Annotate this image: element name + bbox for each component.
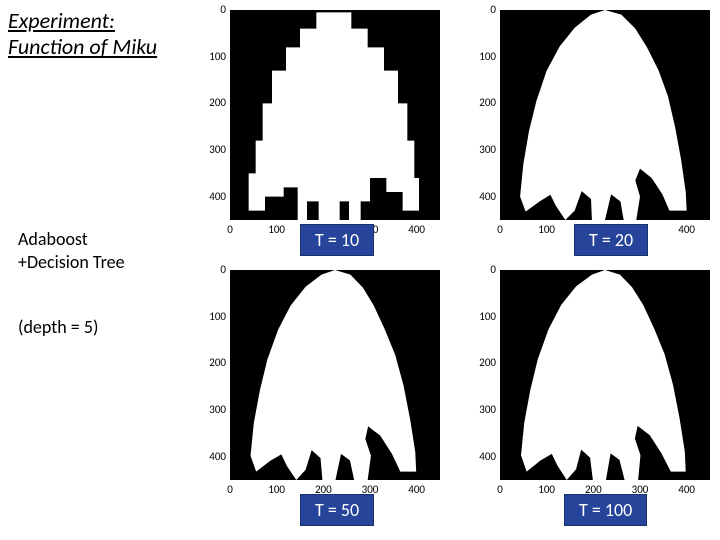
plot-area (230, 10, 440, 220)
silhouette-shape (251, 270, 417, 480)
ytick-label: 0 (460, 3, 496, 16)
algo-line1: Adaboost (18, 228, 88, 250)
ytick-label: 200 (190, 356, 226, 369)
ytick-label: 100 (190, 310, 226, 323)
ytick-label: 0 (190, 263, 226, 276)
chart-panel-br: 01002003004000100200300400 (460, 260, 720, 515)
t-label-badge: T = 20 (574, 224, 648, 256)
algorithm-label: Adaboost +Decision Tree (18, 228, 125, 275)
ytick-label: 300 (460, 403, 496, 416)
chart-panel-tl: 01002003004000100200300400 (190, 0, 450, 255)
ytick-label: 100 (190, 50, 226, 63)
chart-panel-bl: 01002003004000100200300400 (190, 260, 450, 515)
ytick-label: 300 (190, 403, 226, 416)
ytick-label: 100 (460, 50, 496, 63)
xtick-label: 100 (535, 483, 559, 496)
ytick-label: 200 (460, 356, 496, 369)
ytick-label: 0 (190, 3, 226, 16)
t-label-badge: T = 10 (300, 224, 374, 256)
title-line2: Function of Miku (8, 33, 157, 60)
plot-area (500, 270, 710, 480)
algo-line2: +Decision Tree (18, 251, 125, 273)
xtick-label: 0 (218, 483, 242, 496)
xtick-label: 400 (675, 223, 699, 236)
silhouette-shape (521, 270, 686, 480)
xtick-label: 400 (675, 483, 699, 496)
ytick-label: 400 (190, 190, 226, 203)
xtick-label: 0 (218, 223, 242, 236)
silhouette-shape (520, 10, 687, 220)
title-line1: Experiment: (8, 7, 115, 34)
ytick-label: 400 (460, 450, 496, 463)
xtick-label: 100 (535, 223, 559, 236)
ytick-label: 400 (190, 450, 226, 463)
ytick-label: 100 (460, 310, 496, 323)
ytick-label: 300 (460, 143, 496, 156)
ytick-label: 400 (460, 190, 496, 203)
xtick-label: 100 (265, 223, 289, 236)
ytick-label: 0 (460, 263, 496, 276)
ytick-label: 200 (460, 96, 496, 109)
xtick-label: 0 (488, 223, 512, 236)
xtick-label: 0 (488, 483, 512, 496)
t-label-badge: T = 50 (300, 494, 374, 526)
t-label-badge: T = 100 (564, 494, 647, 526)
xtick-label: 400 (405, 483, 429, 496)
xtick-label: 100 (265, 483, 289, 496)
chart-panel-tr: 01002003004000100200300400 (460, 0, 720, 255)
plot-area (500, 10, 710, 220)
xtick-label: 400 (405, 223, 429, 236)
slide-title: Experiment: Function of Miku (8, 8, 157, 61)
depth-label: (depth = 5) (18, 316, 98, 338)
plot-area (230, 270, 440, 480)
ytick-label: 300 (190, 143, 226, 156)
silhouette-shape (249, 10, 419, 220)
ytick-label: 200 (190, 96, 226, 109)
